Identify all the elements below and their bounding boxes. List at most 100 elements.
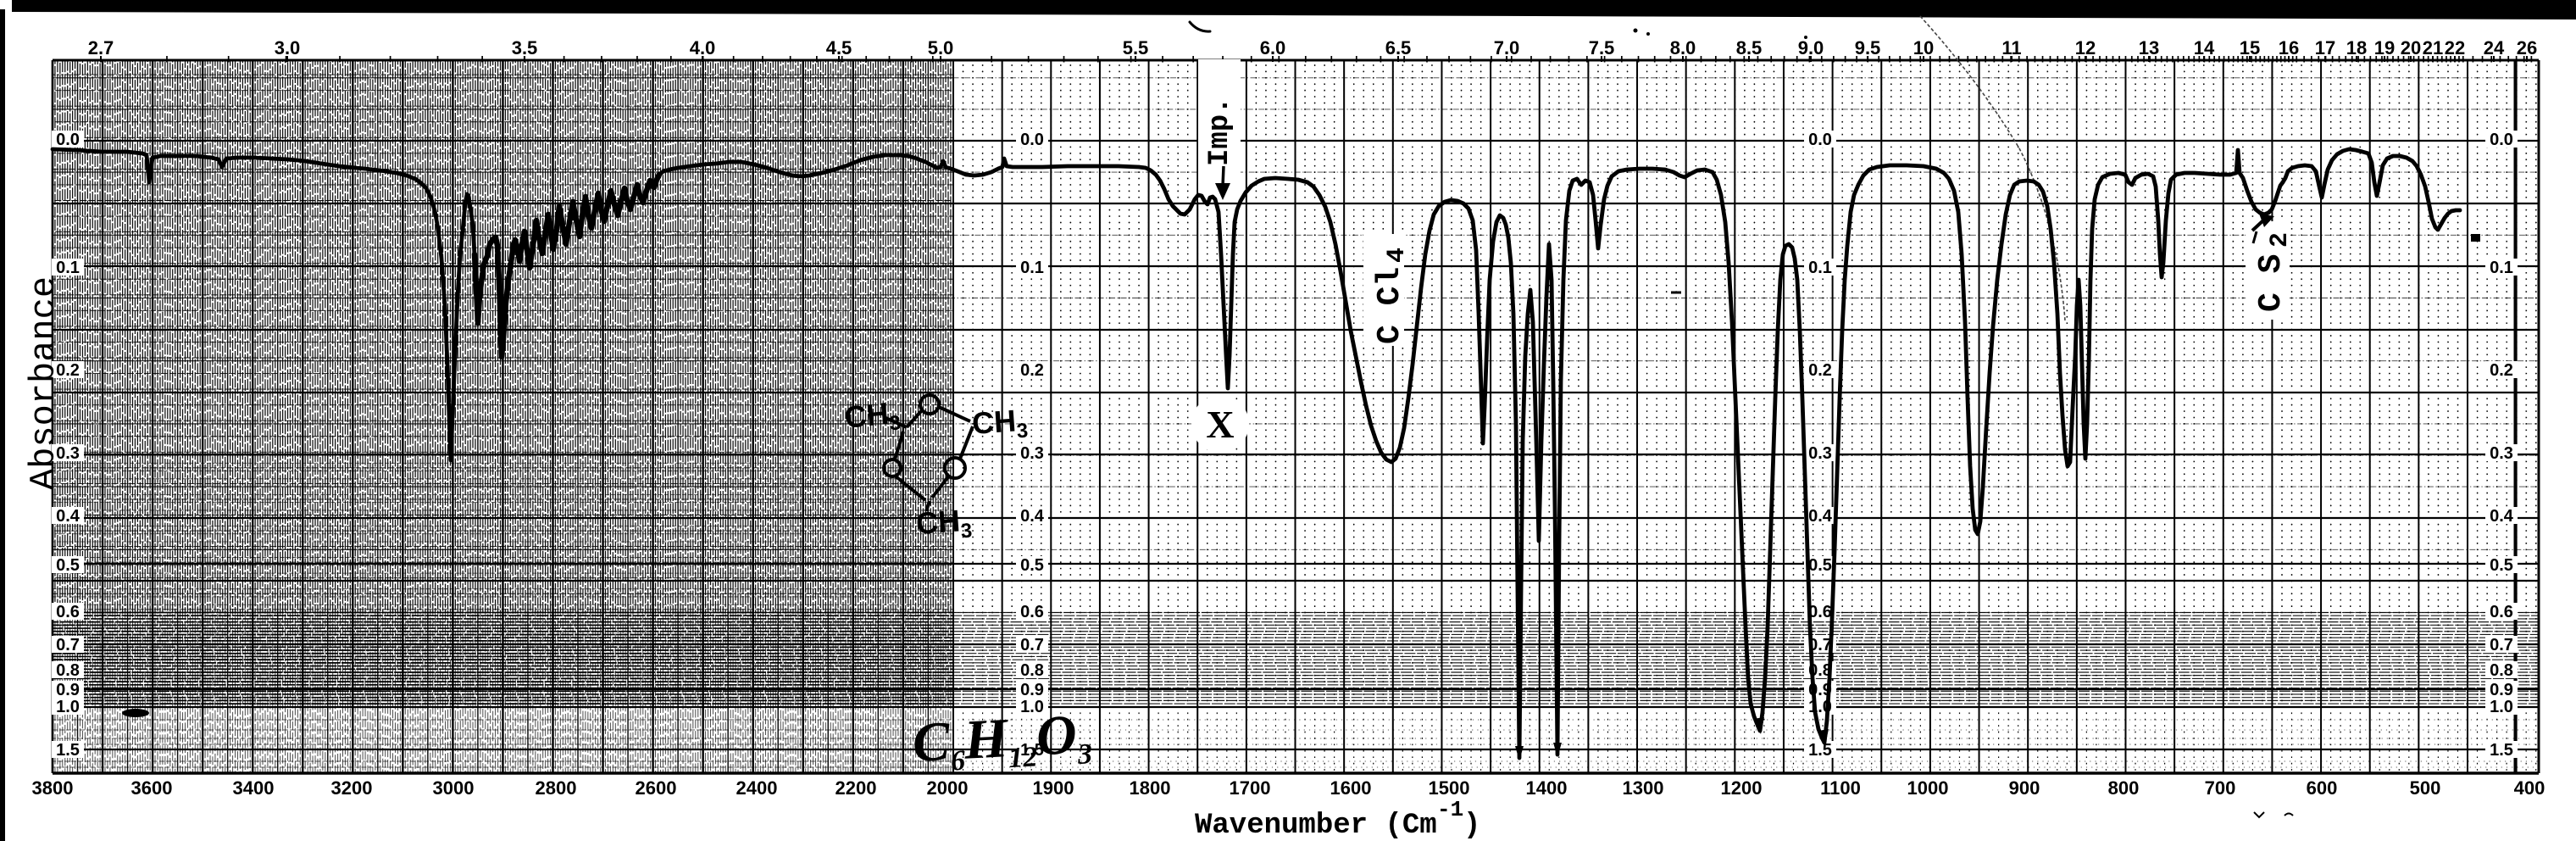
svg-text:6.0: 6.0 xyxy=(1260,37,1286,58)
svg-text:0.6: 0.6 xyxy=(2490,603,2513,621)
svg-text:0.8: 0.8 xyxy=(56,661,80,680)
svg-text:500: 500 xyxy=(2410,777,2441,799)
svg-text:0.0: 0.0 xyxy=(56,131,80,149)
svg-text:C Cl: C Cl xyxy=(1372,267,1408,344)
svg-text:0.1: 0.1 xyxy=(2490,259,2513,277)
svg-text:0.4: 0.4 xyxy=(1808,507,1833,526)
svg-text:5.0: 5.0 xyxy=(928,37,954,58)
svg-text:0.1: 0.1 xyxy=(56,259,80,277)
svg-text:9.5: 9.5 xyxy=(1855,37,1881,58)
svg-text:1300: 1300 xyxy=(1623,777,1664,799)
svg-text:0.0: 0.0 xyxy=(1020,131,1044,149)
svg-text:1.5: 1.5 xyxy=(1020,741,1044,760)
svg-text:4.0: 4.0 xyxy=(690,37,716,58)
svg-text:0.2: 0.2 xyxy=(56,361,80,380)
svg-text:3400: 3400 xyxy=(233,777,275,799)
svg-text:15: 15 xyxy=(2240,37,2260,58)
svg-text:1200: 1200 xyxy=(1721,777,1763,799)
svg-text:1400: 1400 xyxy=(1526,777,1568,799)
svg-text:7.5: 7.5 xyxy=(1589,37,1615,58)
svg-text:3600: 3600 xyxy=(131,777,173,799)
svg-text:0.0: 0.0 xyxy=(1808,131,1832,149)
svg-text:Wavenumber (Cm: Wavenumber (Cm xyxy=(1195,810,1437,841)
svg-text:0.3: 0.3 xyxy=(2490,444,2513,463)
svg-text:0.5: 0.5 xyxy=(1808,556,1832,575)
svg-text:0.4: 0.4 xyxy=(2490,507,2514,526)
svg-text:3.0: 3.0 xyxy=(275,37,301,58)
svg-text:3200: 3200 xyxy=(331,777,373,799)
svg-text:1.0: 1.0 xyxy=(56,698,80,716)
svg-text:0.6: 0.6 xyxy=(1020,603,1044,621)
svg-text:18: 18 xyxy=(2346,37,2367,58)
svg-text:C6H12O3: C6H12O3 xyxy=(911,703,1093,779)
svg-text:700: 700 xyxy=(2205,777,2236,799)
svg-text:1600: 1600 xyxy=(1330,777,1372,799)
svg-text:0.9: 0.9 xyxy=(56,681,80,699)
svg-text:7.0: 7.0 xyxy=(1494,37,1520,58)
svg-text:0.2: 0.2 xyxy=(2490,361,2513,380)
svg-text:-1: -1 xyxy=(1437,797,1463,822)
svg-text:13: 13 xyxy=(2139,37,2159,58)
svg-text:1.5: 1.5 xyxy=(2490,741,2513,760)
svg-text:2400: 2400 xyxy=(736,777,778,799)
svg-text:24: 24 xyxy=(2484,37,2505,58)
svg-text:600: 600 xyxy=(2307,777,2338,799)
svg-text:2200: 2200 xyxy=(836,777,877,799)
svg-text:0.3: 0.3 xyxy=(1808,444,1832,463)
svg-text:1500: 1500 xyxy=(1429,777,1470,799)
svg-text:1.5: 1.5 xyxy=(1808,741,1832,760)
svg-text:1.0: 1.0 xyxy=(1020,698,1044,716)
svg-text:): ) xyxy=(1463,810,1480,841)
svg-text:0.0: 0.0 xyxy=(2490,131,2513,149)
svg-text:0.5: 0.5 xyxy=(56,556,80,575)
svg-text:17: 17 xyxy=(2315,37,2335,58)
svg-text:0.7: 0.7 xyxy=(1020,636,1044,654)
svg-text:0.7: 0.7 xyxy=(56,636,80,654)
svg-text:9.0: 9.0 xyxy=(1798,37,1824,58)
svg-text:1700: 1700 xyxy=(1230,777,1271,799)
svg-text:800: 800 xyxy=(2108,777,2140,799)
svg-text:X: X xyxy=(1206,403,1234,446)
svg-text:0.7: 0.7 xyxy=(1808,636,1832,654)
svg-text:19: 19 xyxy=(2374,37,2395,58)
svg-text:Absorbance: Absorbance xyxy=(24,276,64,490)
svg-text:8.5: 8.5 xyxy=(1736,37,1763,58)
svg-text:2: 2 xyxy=(2266,232,2295,248)
svg-text:0.8: 0.8 xyxy=(2490,661,2513,680)
svg-text:0.3: 0.3 xyxy=(1020,444,1044,463)
svg-text:11: 11 xyxy=(2001,37,2021,58)
svg-text:0.2: 0.2 xyxy=(1020,361,1044,380)
svg-text:0.6: 0.6 xyxy=(56,603,80,621)
svg-text:0.5: 0.5 xyxy=(1020,556,1044,575)
svg-text:22: 22 xyxy=(2445,37,2465,58)
svg-text:0.7: 0.7 xyxy=(2490,636,2513,654)
svg-text:0.9: 0.9 xyxy=(1020,681,1044,699)
svg-text:900: 900 xyxy=(2009,777,2040,799)
svg-text:1100: 1100 xyxy=(1820,777,1861,799)
svg-text:0.5: 0.5 xyxy=(2490,556,2513,575)
svg-text:2600: 2600 xyxy=(636,777,677,799)
svg-text:8.0: 8.0 xyxy=(1670,37,1696,58)
svg-text:0.3: 0.3 xyxy=(56,444,80,463)
svg-text:4: 4 xyxy=(1383,248,1412,263)
svg-text:12: 12 xyxy=(2075,37,2096,58)
svg-text:21: 21 xyxy=(2423,37,2443,58)
svg-text:0.8: 0.8 xyxy=(1020,661,1044,680)
svg-text:6.5: 6.5 xyxy=(1385,37,1412,58)
svg-text:16: 16 xyxy=(2279,37,2299,58)
svg-text:14: 14 xyxy=(2194,37,2215,58)
svg-text:1.0: 1.0 xyxy=(2490,698,2513,716)
svg-text:26: 26 xyxy=(2517,37,2537,58)
svg-text:5.5: 5.5 xyxy=(1123,37,1149,58)
svg-text:10: 10 xyxy=(1913,37,1934,58)
svg-text:20: 20 xyxy=(2401,37,2421,58)
svg-text:0.4: 0.4 xyxy=(56,507,80,526)
svg-text:0.9: 0.9 xyxy=(2490,681,2513,699)
svg-text:2000: 2000 xyxy=(927,777,969,799)
svg-text:0.2: 0.2 xyxy=(1808,361,1832,380)
svg-text:1800: 1800 xyxy=(1130,777,1171,799)
svg-text:0.6: 0.6 xyxy=(1808,603,1832,621)
svg-text:2800: 2800 xyxy=(536,777,577,799)
svg-text:400: 400 xyxy=(2514,777,2545,799)
svg-text:1.5: 1.5 xyxy=(56,741,80,760)
